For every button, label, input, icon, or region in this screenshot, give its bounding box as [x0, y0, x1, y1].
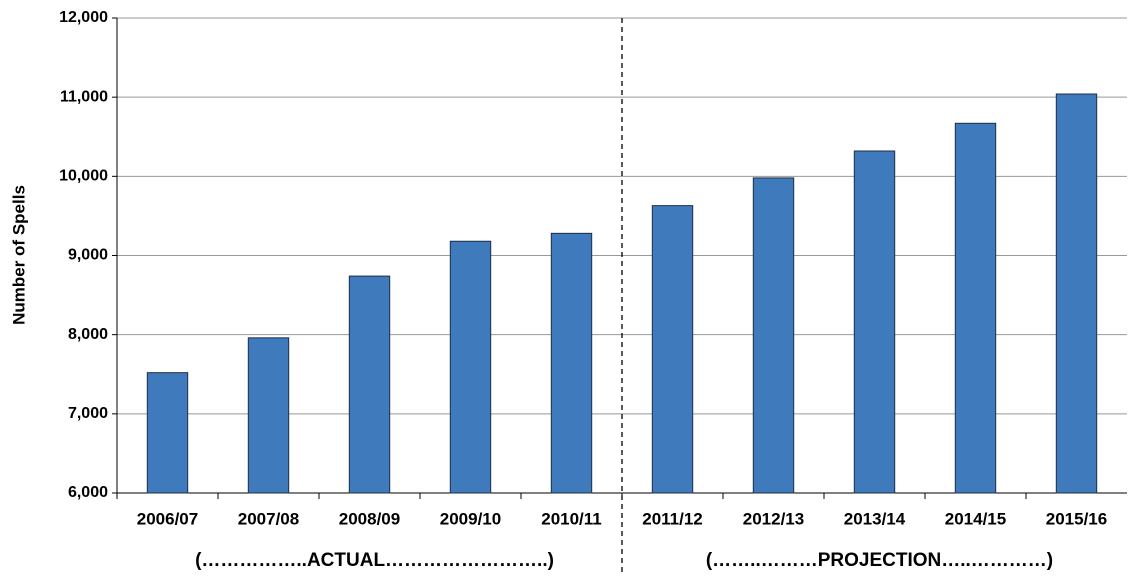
bar: [348, 275, 391, 494]
y-tick-label: 12,000: [59, 9, 108, 26]
x-tick-label: 2010/11: [541, 509, 602, 528]
y-tick-label: 11,000: [60, 88, 108, 105]
x-tick-label: 2006/07: [137, 509, 198, 528]
annotation: (……………..ACTUAL……………………..): [195, 550, 554, 571]
x-tick-label: 2007/08: [238, 509, 299, 528]
bar: [954, 122, 997, 494]
bar: [752, 177, 795, 494]
bar: [1055, 93, 1098, 494]
y-tick-label: 10,000: [59, 168, 108, 185]
y-tick-label: 8,000: [68, 326, 108, 343]
annotation: (……..………PROJECTION…..…………): [706, 550, 1053, 571]
x-tick-label: 2014/15: [945, 509, 1006, 528]
x-tick-label: 2015/16: [1046, 509, 1107, 528]
y-tick-label: 9,000: [68, 247, 108, 264]
x-tick-label: 2009/10: [440, 509, 501, 528]
bar: [651, 205, 694, 494]
x-tick-label: 2012/13: [743, 509, 804, 528]
x-tick-label: 2011/12: [642, 509, 703, 528]
y-tick-label: 7,000: [68, 405, 108, 422]
x-tick-label: 2013/14: [844, 509, 906, 528]
bar: [247, 337, 290, 494]
bar: [550, 232, 593, 494]
x-tick-label: 2008/09: [339, 509, 400, 528]
y-tick-label: 6,000: [68, 484, 108, 501]
bar: [853, 150, 896, 494]
y-axis-label: Number of Spells: [9, 185, 28, 325]
bar: [146, 372, 189, 494]
bar: [449, 240, 492, 494]
